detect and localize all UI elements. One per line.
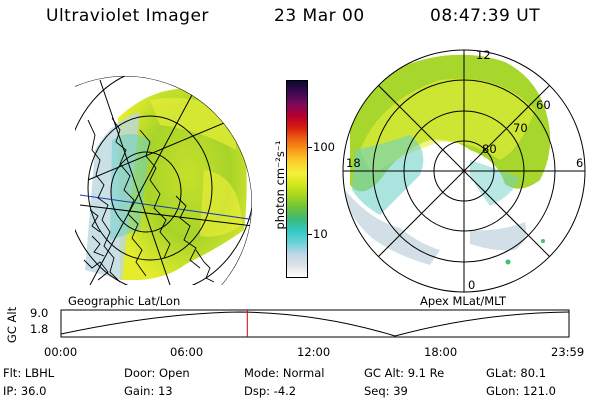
timeline-tick-2359: 23:59 [551, 345, 585, 359]
colorbar-tick-10 [308, 234, 312, 235]
dsp-info: Dsp: -4.2 [244, 384, 297, 398]
color-scale-bar [286, 80, 308, 278]
mlt-label-18: 18 [346, 156, 361, 170]
glat-info: GLat: 80.1 [486, 366, 547, 380]
gc-alt-info: GC Alt: 9.1 Re [364, 366, 445, 380]
timeline-tick-1200: 12:00 [297, 345, 331, 359]
timeline-tick-0000: 00:00 [44, 345, 78, 359]
mode-info: Mode: Normal [244, 366, 325, 380]
gain-info: Gain: 13 [124, 384, 173, 398]
colorbar-label-10: 10 [313, 227, 328, 241]
colorbar-tick-100 [308, 147, 312, 148]
door-info: Door: Open [124, 366, 190, 380]
timeline-axis-label: GC Alt [5, 306, 19, 344]
mlt-label-12: 12 [476, 48, 491, 62]
timeline-tick-1800: 18:00 [424, 345, 458, 359]
instrument-title: Ultraviolet Imager [46, 6, 209, 26]
date-label: 23 Mar 00 [274, 6, 365, 26]
timeline-ytick-top: 9.0 [30, 306, 49, 320]
mlt-label-0: 0 [468, 278, 476, 292]
time-label: 08:47:39 UT [430, 6, 541, 26]
mlat-label-60: 60 [536, 98, 551, 112]
colorbar-unit-label: photon cm⁻²s⁻¹ [273, 140, 287, 230]
apex-caption: Apex MLat/MLT [420, 294, 507, 308]
seq-info: Seq: 39 [364, 384, 408, 398]
timeline-ytick-bottom: 1.8 [30, 322, 49, 336]
mlat-label-80: 80 [482, 142, 497, 156]
ip-info: IP: 36.0 [3, 384, 47, 398]
colorbar-label-100: 100 [313, 140, 335, 154]
geographic-caption: Geographic Lat/Lon [68, 294, 181, 308]
filter-info: Flt: LBHL [3, 366, 55, 380]
mlat-label-70: 70 [513, 121, 528, 135]
mlt-label-6: 6 [576, 156, 584, 170]
glon-info: GLon: 121.0 [486, 384, 556, 398]
timeline-tick-0600: 06:00 [170, 345, 204, 359]
